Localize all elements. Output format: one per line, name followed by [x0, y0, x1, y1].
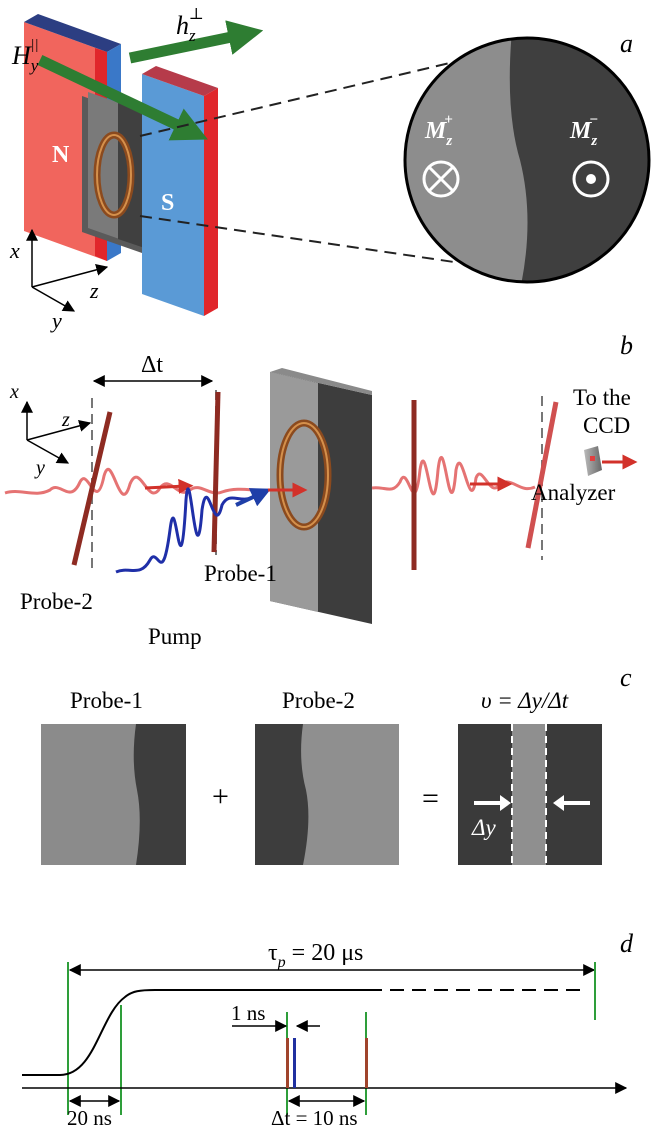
- zoom-line-bottom: [139, 215, 455, 263]
- axis-z-label-b: z: [61, 409, 70, 431]
- probe2-pulse: [365, 1038, 368, 1088]
- axis-z-label: z: [89, 278, 99, 303]
- pulse-curve: [22, 989, 368, 1076]
- ccd-label-line1: To the: [573, 385, 631, 410]
- probe-beam-arrow-1: [144, 478, 194, 494]
- into-page-icon: [422, 160, 460, 198]
- output-wave: [371, 455, 536, 496]
- pump-wave: [115, 487, 257, 574]
- one-ns-label: 1 ns: [231, 1001, 265, 1025]
- field-h-label: hz⊥: [176, 6, 204, 45]
- delay-10ns-label: Δt = 10 ns: [271, 1106, 358, 1130]
- delta-y-label: Δy: [471, 815, 496, 840]
- analyzer-polarization: [525, 401, 559, 549]
- panel-b: b x z y Δt: [4, 331, 638, 649]
- probe1-pulse: [286, 1038, 289, 1088]
- ccd-label-line2: CCD: [583, 413, 630, 438]
- domain-minus-label: Mz−: [569, 112, 598, 149]
- axes-b: x z y: [9, 381, 92, 479]
- pole-north-label: N: [52, 142, 70, 168]
- rise-time-label: 20 ns: [67, 1106, 112, 1130]
- velocity-formula: υ = Δy/Δt: [481, 688, 569, 713]
- axes-a: x z y: [9, 228, 109, 333]
- equals-sign: =: [422, 782, 439, 815]
- probe1-polarization: [211, 391, 221, 553]
- probe1-label: Probe-1: [204, 561, 277, 586]
- sample-plate-b: [270, 368, 372, 624]
- axis-x-label-b: x: [9, 381, 19, 403]
- field-H-label: Hy||: [11, 37, 39, 75]
- probe2-polarization: [71, 411, 113, 566]
- pump-arrow: [235, 488, 272, 507]
- domain-plus-label: Mz+: [424, 112, 453, 149]
- pulse-width-label: τp = 20 μs: [268, 940, 363, 971]
- panel-label-d: d: [620, 929, 634, 958]
- plus-sign: +: [212, 780, 229, 813]
- probe-beam-wave: [4, 467, 271, 496]
- panel-c: c Probe-1 Probe-2 υ = Δy/Δt + = Δy: [41, 663, 632, 865]
- pump-pulse: [293, 1038, 296, 1088]
- panel-d: d τp = 20 μs 1 ns 20 ns Δt = 10 ns: [22, 929, 634, 1130]
- axis-y-label: y: [50, 308, 62, 333]
- field-H-arrow: [37, 55, 208, 141]
- axis-x-label: x: [9, 238, 20, 263]
- panel-label-a: a: [620, 29, 633, 58]
- panel-a: a N S Hy|| hz⊥: [9, 6, 651, 333]
- probe2-domain-image: [255, 724, 399, 865]
- ccd-icon: [584, 446, 602, 476]
- delay-label: Δt: [141, 352, 163, 378]
- zoom-line-top: [139, 61, 455, 137]
- field-h-arrow: [128, 20, 264, 64]
- panel-label-b: b: [620, 331, 633, 360]
- south-magnet: S: [142, 66, 218, 316]
- analyzer-label: Analyzer: [531, 480, 616, 505]
- probe1-image-title: Probe-1: [70, 688, 143, 713]
- out-of-page-icon: [572, 160, 610, 198]
- difference-image: Δy: [458, 724, 602, 865]
- probe1-domain-image: [41, 724, 186, 865]
- probe2-image-title: Probe-2: [282, 688, 355, 713]
- axis-y-label-b: y: [34, 457, 45, 479]
- pump-label: Pump: [148, 624, 202, 649]
- pole-south-label: S: [161, 190, 174, 216]
- probe2-label: Probe-2: [20, 589, 93, 614]
- domain-zoom-circle: Mz+ Mz−: [403, 36, 651, 284]
- panel-label-c: c: [620, 663, 632, 692]
